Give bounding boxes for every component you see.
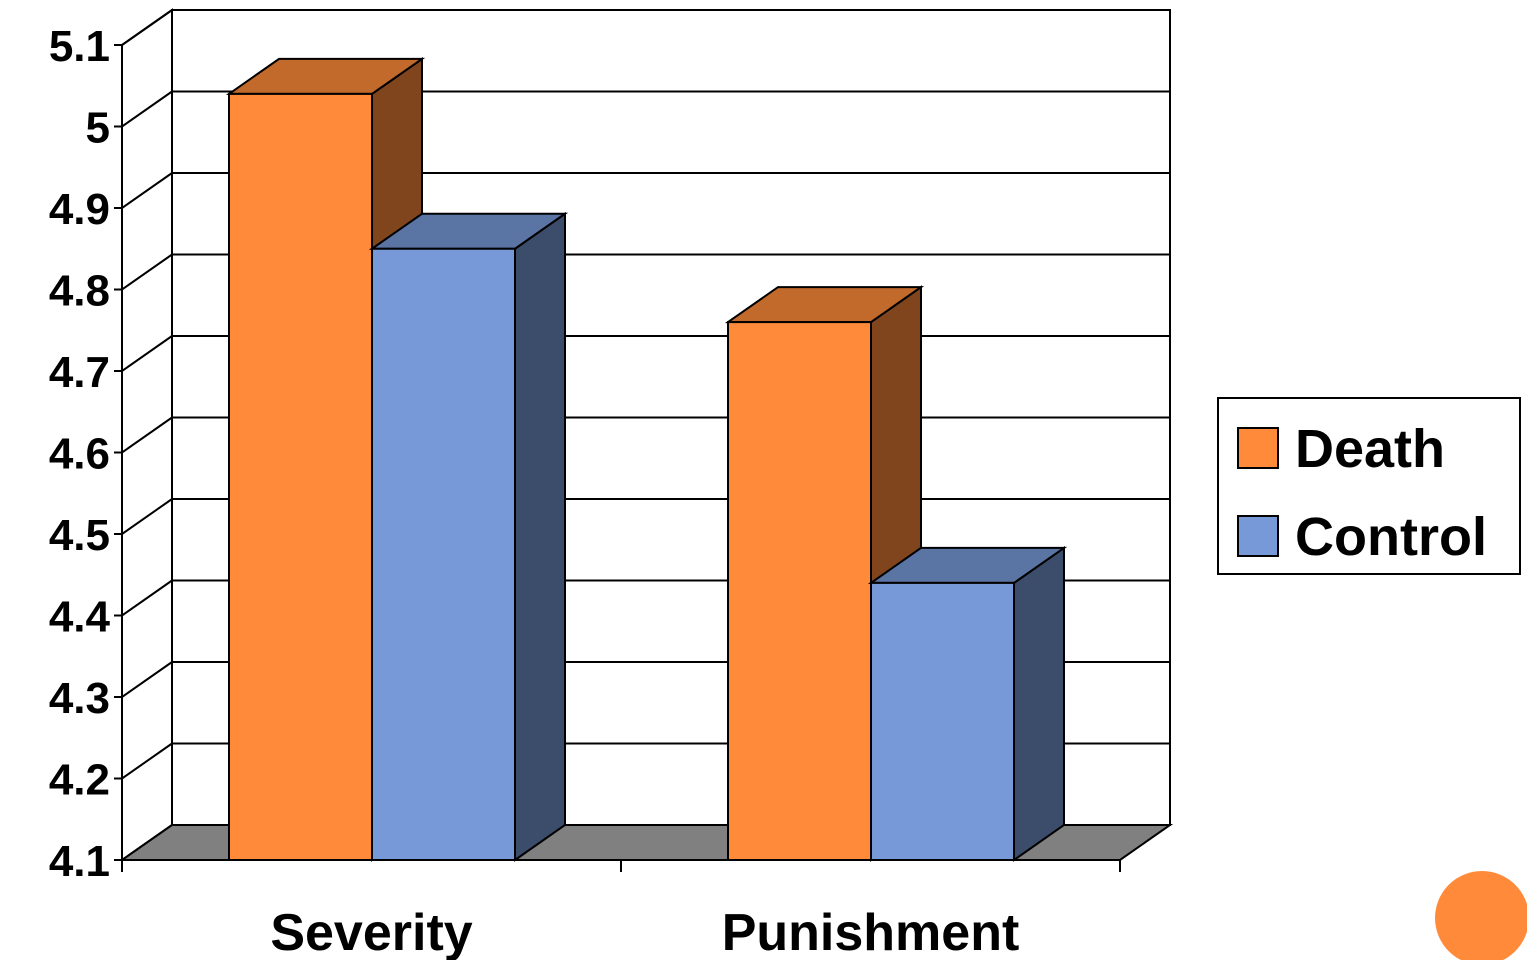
side-gridline [121, 90, 173, 128]
y-tick-label: 4.9 [49, 185, 110, 234]
bar-side [514, 211, 566, 862]
y-tick-label: 4.1 [49, 837, 110, 886]
bar-front [371, 247, 516, 861]
side-gridline [121, 661, 173, 698]
legend-swatch [1237, 427, 1279, 469]
side-gridline [121, 579, 173, 617]
legend-label: Death [1295, 419, 1445, 479]
side-gridline [121, 498, 173, 535]
x-category-label: Punishment [722, 904, 1020, 960]
y-tick-label: 4.6 [49, 430, 110, 479]
side-gridline [121, 335, 173, 372]
y-tick-label: 4.8 [49, 267, 110, 316]
y-tick-label: 4.4 [49, 593, 111, 642]
y-tick-label: 4.7 [49, 348, 110, 397]
accent-circle [1435, 871, 1527, 960]
bar-front [727, 321, 872, 862]
bars [225, 56, 1068, 862]
bar-front [228, 92, 373, 861]
legend: Death Control [1217, 397, 1521, 575]
side-gridline [121, 253, 173, 291]
y-tick-label: 5.1 [49, 22, 110, 71]
side-gridline [121, 9, 173, 46]
legend-swatch [1237, 515, 1279, 557]
side-gridline [121, 742, 173, 780]
legend-label: Control [1295, 507, 1487, 567]
y-tick-label: 4.5 [49, 511, 110, 560]
bar-control-punishment [867, 545, 1068, 862]
bar-front [870, 581, 1015, 862]
bar-control-severity [368, 211, 569, 862]
y-tick-label: 4.3 [49, 674, 110, 723]
side-gridline [121, 172, 173, 209]
y-tick-labels: 5.1 5 4.9 4.8 4.7 4.6 4.5 4.4 4.3 4.2 4.1 [49, 22, 111, 886]
x-category-label: Severity [270, 904, 472, 960]
y-tick-label: 5 [86, 104, 110, 153]
x-category-labels: Severity Punishment [270, 904, 1019, 960]
y-tick-label: 4.2 [49, 756, 110, 805]
bar-side [1013, 545, 1065, 862]
side-gridline [121, 416, 173, 454]
